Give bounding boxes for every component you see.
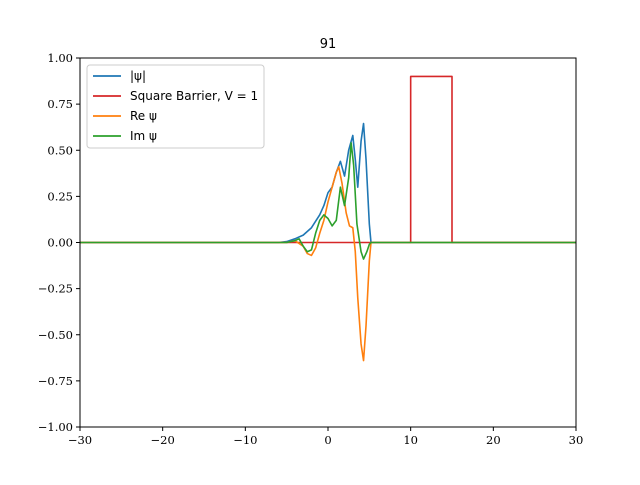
x-tick-label: 20 [486, 433, 501, 447]
x-axis: −30 −20 −10 0 10 20 30 [68, 427, 583, 447]
legend-box [86, 64, 265, 149]
x-tick-label: 30 [569, 433, 584, 447]
series-line-3 [80, 142, 576, 260]
y-tick-label: −0.50 [38, 328, 73, 342]
y-tick-label: 0.25 [47, 189, 73, 203]
x-tick-label: −10 [233, 433, 257, 447]
y-tick-label: 0.75 [47, 97, 73, 111]
y-tick-label: 0.50 [47, 143, 73, 157]
y-tick-label: −0.25 [38, 282, 73, 296]
legend-label-2: Re ψ [130, 109, 157, 123]
series-layer [80, 75, 576, 362]
x-tick-label: −30 [68, 433, 92, 447]
x-tick-label: 0 [324, 433, 331, 447]
y-axis: −1.00 −0.75 −0.50 −0.25 0.00 0.25 0.50 0.75 1.00 [38, 51, 80, 434]
x-tick-label: 10 [403, 433, 418, 447]
y-tick-label: 1.00 [47, 51, 73, 65]
y-tick-label: 0.00 [47, 236, 73, 250]
chart-title: 91 [320, 37, 337, 52]
legend-label-1: Square Barrier, V = 1 [130, 89, 258, 103]
legend: |ψ| Square Barrier, V = 1 Re ψ Im ψ [86, 64, 265, 149]
y-tick-label: −0.75 [38, 374, 73, 388]
x-tick-label: −20 [151, 433, 175, 447]
legend-label-3: Im ψ [130, 129, 157, 143]
series-line-0 [80, 122, 576, 244]
series-line-2 [80, 166, 576, 362]
legend-label-0: |ψ| [130, 69, 146, 83]
y-tick-label: −1.00 [38, 420, 73, 434]
